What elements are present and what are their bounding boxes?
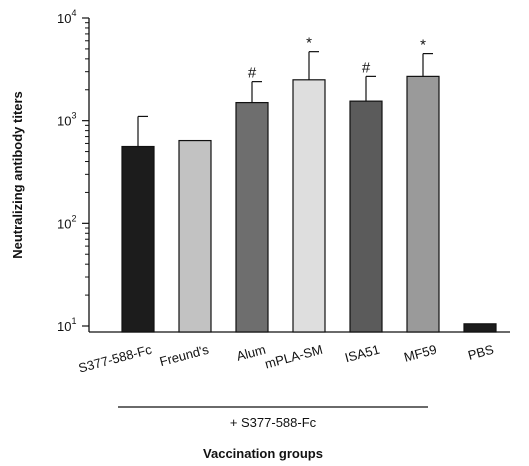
bar-mpla-sm bbox=[292, 79, 326, 333]
significance-mark: * bbox=[420, 37, 426, 54]
y-ticks: 101 102 103 104 bbox=[57, 8, 89, 334]
x-tick-label: Freund's bbox=[158, 342, 211, 370]
bar-s377-588-fc bbox=[121, 145, 155, 333]
x-axis-title: Vaccination groups bbox=[203, 446, 323, 461]
y-axis-title: Neutralizing antibody titers bbox=[10, 91, 25, 259]
bar-isa51 bbox=[349, 100, 383, 333]
significance-mark: # bbox=[362, 59, 371, 76]
x-tick-label: mPLA-SM bbox=[263, 342, 324, 372]
bar-alum bbox=[235, 101, 269, 333]
bar-pbs bbox=[463, 323, 497, 333]
y-tick-label: 102 bbox=[57, 213, 76, 231]
x-tick-label: S377-588-Fc bbox=[77, 342, 154, 376]
bars: # * # * bbox=[121, 35, 497, 333]
grouping-label: + S377-588-Fc bbox=[230, 415, 317, 430]
y-tick-label: 101 bbox=[57, 316, 76, 334]
x-tick-label: PBS bbox=[466, 342, 495, 363]
significance-mark: # bbox=[248, 65, 257, 82]
bar-mf59 bbox=[406, 75, 440, 333]
bar-freund-s bbox=[178, 139, 212, 333]
y-axis: 101 102 103 104 bbox=[57, 8, 90, 334]
x-tick-label: ISA51 bbox=[343, 342, 381, 366]
y-tick-label: 104 bbox=[57, 8, 76, 26]
x-tick-label: Alum bbox=[235, 342, 267, 364]
y-tick-label: 103 bbox=[57, 111, 76, 129]
grouping-bracket: + S377-588-Fc bbox=[118, 406, 428, 430]
significance-mark: * bbox=[306, 35, 312, 52]
x-tick-label: MF59 bbox=[402, 342, 438, 365]
